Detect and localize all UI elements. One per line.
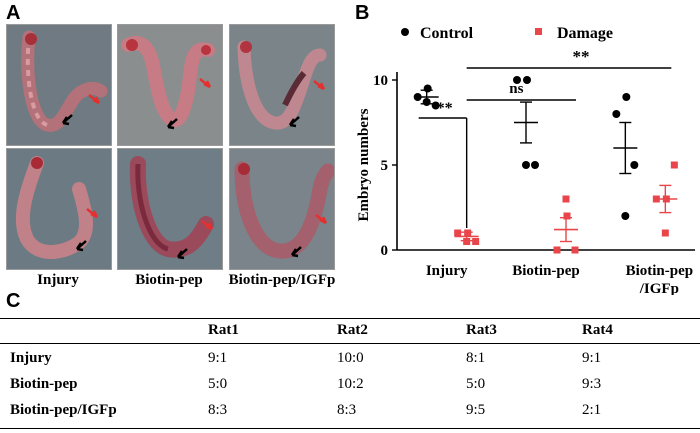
uterus-photo-igfp-bottom (229, 148, 335, 270)
legend-control-marker (401, 28, 409, 36)
uterus-photo-injury-bottom (6, 148, 112, 270)
table-cell: 9:1 (208, 350, 228, 366)
table-cell: 8:1 (466, 350, 486, 366)
legend-damage-marker (535, 28, 542, 35)
control-data-point (630, 161, 639, 169)
table-header-rule (0, 343, 700, 344)
legend-control-label: Control (420, 25, 474, 42)
sig-label-injury: ** (437, 100, 453, 117)
table-header-cell: Rat1 (208, 322, 239, 338)
uterus-photo-biotin-bottom (117, 148, 223, 270)
uterus-illustration (230, 25, 334, 145)
table-cell: 2:1 (582, 402, 602, 418)
table-cell: 9:1 (582, 350, 602, 366)
x-category-label: Biotin-pep (512, 263, 580, 279)
table-cell: 9:3 (582, 376, 602, 392)
control-data-point (531, 161, 539, 169)
damage-data-point (661, 229, 669, 237)
y-axis-label: Embryo numbers (356, 108, 372, 221)
control-data-point (513, 76, 521, 84)
table-cell: 8:3 (208, 402, 228, 418)
control-data-point (522, 161, 530, 169)
table-row-label: Injury (10, 350, 52, 366)
table-header-cell: Rat3 (466, 322, 497, 338)
table-cell: 5:0 (208, 376, 228, 392)
damage-data-point (670, 161, 678, 169)
table-header-cell: Rat2 (337, 322, 368, 338)
y-tick-label: 10 (373, 73, 388, 89)
x-category-label: /IGFp (639, 281, 679, 295)
y-tick-label: 5 (381, 158, 389, 174)
uterus-photo-injury-top (6, 24, 112, 146)
panel-label-b: B (355, 2, 370, 24)
uterus-photo-biotin-top (117, 24, 223, 146)
table-cell: 5:0 (466, 376, 486, 392)
photo-label-injury: Injury (37, 272, 79, 288)
control-data-point (612, 110, 621, 118)
uterus-illustration (230, 149, 334, 269)
photo-label-igfp: Biotin-pep/IGFp (228, 272, 336, 288)
embryo-scatter-chart: 0 5 10 Embryo numbers Injury Biotin-pep Biotin… (356, 25, 695, 295)
control-data-point (423, 84, 432, 93)
table-cell: 10:2 (337, 376, 364, 392)
uterus-illustration (118, 25, 222, 145)
y-tick-label: 0 (381, 243, 389, 259)
sig-label-ns: ns (509, 81, 523, 97)
damage-data-point (463, 238, 471, 245)
control-data-point (523, 76, 531, 84)
table-cell: 8:3 (337, 402, 357, 418)
control-data-point (621, 212, 630, 220)
panel-label-c: C (6, 290, 21, 312)
uterus-illustration (7, 25, 111, 145)
sig-label-long: ** (573, 47, 590, 66)
table-top-rule (0, 318, 700, 319)
uterus-illustration (118, 149, 222, 269)
panel-label-a: A (6, 2, 21, 24)
damage-data-point (571, 246, 579, 254)
table-row-label: Biotin-pep/IGFp (10, 402, 117, 418)
photo-label-biotin: Biotin-pep (135, 272, 203, 288)
control-data-point (622, 93, 631, 101)
damage-data-point (562, 195, 570, 203)
control-data-point (431, 101, 440, 110)
damage-data-point (563, 212, 571, 220)
table-bottom-rule (0, 428, 700, 429)
damage-data-point (454, 229, 462, 237)
table-cell: 9:5 (466, 402, 486, 418)
table-header-cell: Rat4 (582, 322, 613, 338)
damage-data-point (464, 229, 472, 237)
uterus-illustration (7, 149, 111, 269)
x-category-label: Biotin-pep (626, 263, 694, 279)
damage-data-point (553, 246, 561, 254)
table-row-label: Biotin-pep (10, 376, 78, 392)
table-cell: 10:0 (337, 350, 364, 366)
legend-damage-label: Damage (557, 25, 613, 42)
uterus-photo-igfp-top (229, 24, 335, 146)
damage-data-point (472, 238, 480, 245)
x-category-label: Injury (426, 263, 468, 279)
